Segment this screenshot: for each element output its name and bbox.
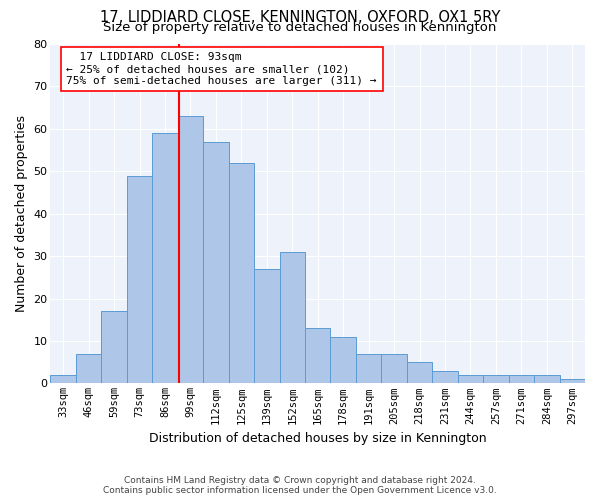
Bar	[203, 142, 229, 384]
Bar	[305, 328, 331, 384]
Bar	[509, 375, 534, 384]
Bar	[76, 354, 101, 384]
Bar	[356, 354, 382, 384]
Bar	[432, 370, 458, 384]
Bar	[127, 176, 152, 384]
Text: Contains HM Land Registry data © Crown copyright and database right 2024.
Contai: Contains HM Land Registry data © Crown c…	[103, 476, 497, 495]
Bar	[407, 362, 432, 384]
Bar	[229, 163, 254, 384]
Text: 17 LIDDIARD CLOSE: 93sqm
← 25% of detached houses are smaller (102)
75% of semi-: 17 LIDDIARD CLOSE: 93sqm ← 25% of detach…	[67, 52, 377, 86]
Bar	[483, 375, 509, 384]
Text: 17, LIDDIARD CLOSE, KENNINGTON, OXFORD, OX1 5RY: 17, LIDDIARD CLOSE, KENNINGTON, OXFORD, …	[100, 10, 500, 25]
Bar	[331, 336, 356, 384]
Bar	[458, 375, 483, 384]
Bar	[382, 354, 407, 384]
Bar	[280, 252, 305, 384]
Y-axis label: Number of detached properties: Number of detached properties	[15, 115, 28, 312]
Bar	[534, 375, 560, 384]
Bar	[101, 312, 127, 384]
X-axis label: Distribution of detached houses by size in Kennington: Distribution of detached houses by size …	[149, 432, 487, 445]
Bar	[50, 375, 76, 384]
Text: Size of property relative to detached houses in Kennington: Size of property relative to detached ho…	[103, 22, 497, 35]
Bar	[178, 116, 203, 384]
Bar	[152, 133, 178, 384]
Bar	[560, 379, 585, 384]
Bar	[254, 269, 280, 384]
